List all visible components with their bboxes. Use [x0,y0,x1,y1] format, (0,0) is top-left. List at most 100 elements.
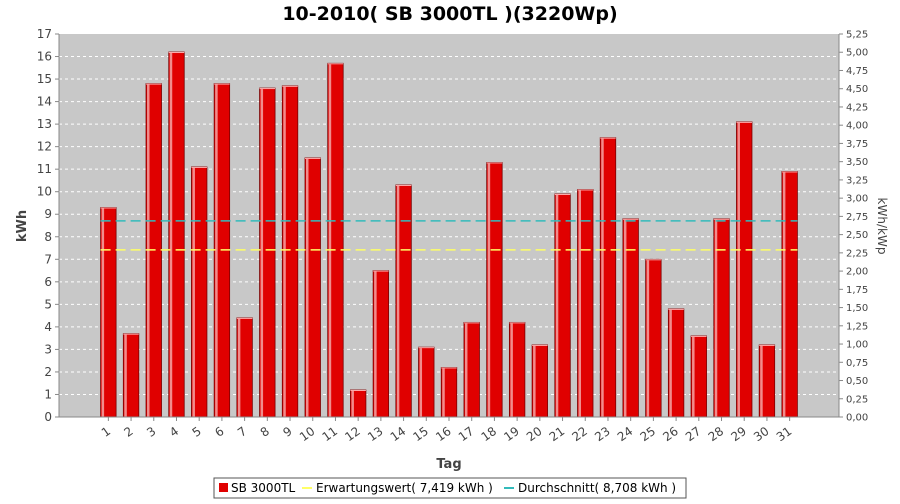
legend-label-average: Durchschnitt( 8,708 kWh ) [518,481,676,495]
bar-group [758,344,776,418]
bar-group [304,157,321,418]
y-tick-label: 12 [37,140,52,154]
bar-group [622,218,639,418]
x-tick-label: 25 [638,424,659,444]
bar-group [690,335,707,418]
x-tick-label: 26 [660,424,681,444]
x-tick-label: 10 [297,424,318,444]
x-tick-label: 8 [258,424,272,440]
bar-highlight [169,53,173,417]
bar-group [645,258,662,418]
bar-highlight [487,163,491,417]
bar-group [781,171,798,418]
bar-group [191,166,208,418]
bar-highlight [101,208,105,417]
bar-group [440,367,458,418]
x-tick-label: 14 [388,424,409,444]
bar-group [486,162,503,418]
bar-highlight [669,309,672,417]
y-tick-label: 17 [37,27,52,41]
x-tick-label: 15 [410,424,431,444]
bar-highlight [623,219,627,417]
y-tick-label: 5 [44,297,52,311]
grid-lines [59,56,839,395]
bar-highlight [578,190,582,417]
bar-highlight [419,348,423,417]
y-tick-label: 9 [44,207,52,221]
bar-highlight [237,318,241,417]
y2-tick-label: 3,75 [846,139,868,150]
bar-group [531,344,548,418]
x-tick-label: 7 [235,424,249,440]
x-tick-label: 31 [774,424,795,444]
bar-group [122,333,140,418]
x-axis: 1 2 3 4 5 6 7 8 9 10 11 12 13 14 15 16 17 18 19 20 21 22 23 24 2… [99,417,795,444]
bar-group [327,62,344,418]
y-tick-label: 3 [44,342,52,356]
y-tick-label: 15 [37,72,52,86]
y2-axis-label: kWh/kWp [875,198,889,255]
bar-highlight [601,138,604,417]
bar-group [259,87,276,418]
bar-group [577,189,594,418]
x-axis-label: Tag [436,457,461,472]
x-tick-label: 9 [280,424,294,440]
x-tick-label: 19 [501,424,522,444]
y2-tick-label: 4,50 [846,84,868,95]
bar-highlight [396,185,400,417]
bar-highlight [260,89,264,417]
bar-group [667,308,685,418]
bar-highlight [760,345,763,417]
bar-highlight [464,323,468,417]
bar-highlight [510,323,513,417]
y2-tick-label: 4,00 [846,121,868,132]
y-tick-label: 6 [44,275,52,289]
x-tick-label: 18 [479,424,500,444]
reference-lines [100,220,798,251]
legend-label-expected: Erwartungswert( 7,419 kWh ) [316,481,493,495]
y-tick-label: 10 [37,185,52,199]
bar-group [168,51,185,418]
x-tick-label: 21 [547,424,568,444]
x-tick-label: 3 [144,424,158,440]
legend-label-series: SB 3000TL [231,481,296,495]
y-tick-label: 16 [37,50,52,64]
y2-tick-label: 3,50 [846,157,868,168]
y-tick-label: 8 [44,230,52,244]
y2-tick-label: 1,00 [846,340,868,351]
y2-tick-label: 1,75 [846,285,868,296]
y2-tick-label: 2,00 [846,267,868,278]
x-tick-label: 16 [433,424,454,444]
bar-group [463,321,480,418]
x-tick-label: 27 [683,424,704,444]
bar-highlight [442,368,445,417]
bar-highlight [192,167,195,417]
y2-tick-label: 4,25 [846,102,868,113]
y2-tick-label: 1,25 [846,321,868,332]
bar-highlight [147,84,150,418]
y-tick-label: 1 [44,387,52,401]
y-axis-right: 0,00 0,25 0,50 0,75 1,00 1,25 1,50 1,75 2,00 2,25… [839,30,868,424]
y-tick-label: 7 [44,252,52,266]
bar-highlight [351,390,354,417]
bar-group [372,270,390,418]
bar-group [713,218,730,418]
x-tick-label: 20 [524,424,545,444]
y2-tick-label: 5,25 [846,30,868,41]
y2-tick-label: 2,50 [846,230,868,241]
legend: SB 3000TL Erwartungswert( 7,419 kWh ) Du… [213,477,687,499]
legend-box [213,477,687,499]
x-tick-label: 4 [167,424,181,440]
x-tick-label: 17 [456,424,477,444]
y2-tick-label: 2,75 [846,212,868,223]
x-tick-label: 24 [615,424,636,444]
bar-highlight [737,122,740,417]
y2-tick-label: 0,75 [846,358,868,369]
bar-group [350,389,367,418]
bar-group [395,184,412,418]
x-tick-label: 29 [728,424,749,444]
bar-group [599,137,617,418]
bar-highlight [646,260,650,417]
bar-highlight [328,64,332,417]
